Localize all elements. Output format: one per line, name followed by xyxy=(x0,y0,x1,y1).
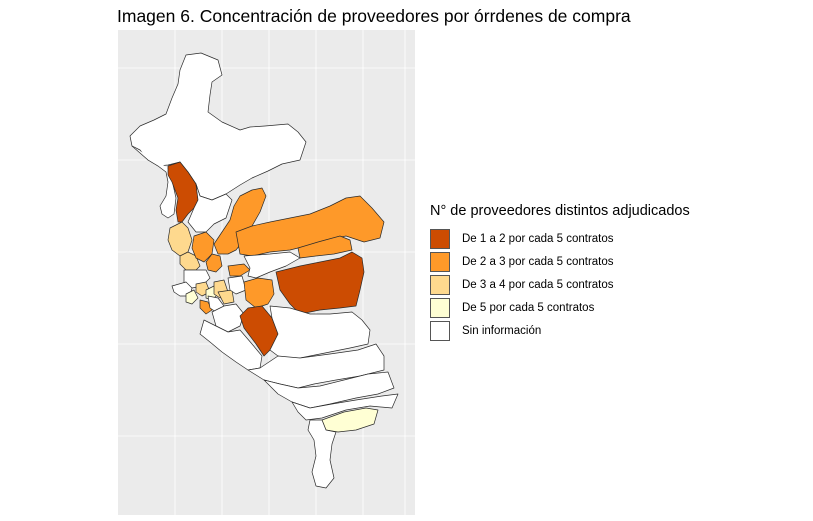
map-legend: N° de proveedores distintos adjudicados … xyxy=(430,203,690,342)
district-small-6 xyxy=(227,275,247,295)
district-cieneguilla xyxy=(275,251,365,315)
district-lurigancho xyxy=(235,195,385,257)
district-ate xyxy=(243,251,301,279)
district-pucusana xyxy=(307,419,337,489)
legend-item: De 1 a 2 por cada 5 contratos xyxy=(430,227,690,250)
legend-label-3: De 3 a 4 por cada 5 contratos xyxy=(462,278,614,291)
legend-item: Sin información xyxy=(430,319,690,342)
district-comas xyxy=(187,183,233,233)
district-small-1 xyxy=(185,289,199,305)
graticule xyxy=(118,30,415,515)
district-la-molina xyxy=(243,277,275,309)
legend-item: De 3 a 4 por cada 5 contratos xyxy=(430,273,690,296)
legend-swatch-5 xyxy=(430,320,450,341)
legend-label-5: Sin información xyxy=(462,324,542,337)
legend-item: De 5 por cada 5 contratos xyxy=(430,296,690,319)
legend-swatch-2 xyxy=(430,251,450,272)
map-title: Imagen 6. Concentración de proveedores p… xyxy=(117,6,631,26)
district-lurin xyxy=(269,305,371,361)
district-smp xyxy=(179,251,201,271)
district-el-agustino xyxy=(227,263,251,277)
district-san-bartolo xyxy=(291,393,399,421)
district-puente-piedra xyxy=(167,161,199,223)
legend-swatch-4 xyxy=(430,297,450,318)
legend-item: De 2 a 3 por cada 5 contratos xyxy=(430,250,690,273)
district-ate-strip xyxy=(297,235,353,259)
district-surco xyxy=(199,299,213,315)
district-north xyxy=(129,52,307,201)
district-pachacamac xyxy=(239,305,279,357)
legend-label-1: De 1 a 2 por cada 5 contratos xyxy=(462,232,614,245)
legend-title: N° de proveedores distintos adjudicados xyxy=(430,203,690,219)
districts xyxy=(129,52,399,489)
legend-swatch-1 xyxy=(430,228,450,249)
district-sjl xyxy=(213,187,267,255)
district-small-5 xyxy=(217,289,235,305)
district-northwest xyxy=(131,145,177,219)
district-independencia xyxy=(191,231,215,263)
legend-swatch-3 xyxy=(430,274,450,295)
legend-label-2: De 2 a 3 por cada 5 contratos xyxy=(462,255,614,268)
legend-label-4: De 5 por cada 5 contratos xyxy=(462,301,595,314)
district-rimac xyxy=(205,253,223,273)
